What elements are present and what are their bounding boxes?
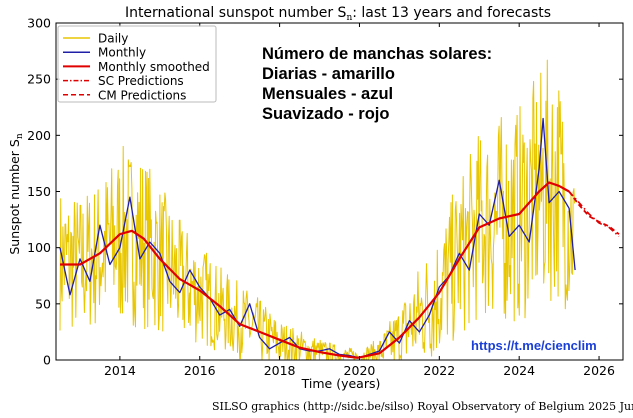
legend-label: Daily [98, 32, 128, 46]
y-tick-label: 200 [27, 128, 51, 143]
legend-label: Monthly [98, 46, 146, 60]
link-label: https://t.me/cienclim [471, 338, 597, 353]
x-tick-label: 2026 [583, 363, 615, 378]
legend-box [57, 25, 217, 103]
x-tick-label: 2018 [264, 363, 296, 378]
x-tick-label: 2020 [344, 363, 376, 378]
y-tick-label: 100 [27, 240, 51, 255]
x-tick-label: 2024 [503, 363, 535, 378]
y-tick-label: 250 [27, 72, 51, 87]
y-tick-label: 150 [27, 184, 51, 199]
x-tick-label: 2022 [423, 363, 455, 378]
x-axis-label: Time (years) [301, 376, 381, 391]
annotation-line: Suavizado - rojo [262, 105, 389, 123]
legend-label: CM Predictions [98, 88, 186, 102]
y-tick-label: 50 [35, 296, 51, 311]
daily-series-line [59, 59, 576, 360]
y-tick-label: 0 [43, 353, 51, 368]
chart-title: International sunspot number Sn: last 13… [125, 5, 551, 23]
x-tick-label: 2016 [184, 363, 216, 378]
cm-prediction-line [568, 190, 620, 235]
annotation-line: Mensuales - azul [262, 85, 393, 103]
annotation-line: Número de manchas solares: [262, 45, 492, 63]
y-tick-label: 300 [27, 16, 51, 31]
y-axis-label: Sunspot number Sn [7, 133, 25, 254]
footer-credit: SILSO graphics (http://sidc.be/silso) Ro… [212, 400, 633, 413]
annotation-line: Diarias - amarillo [262, 65, 395, 83]
x-tick-label: 2014 [104, 363, 136, 378]
smoothed-series-line [60, 181, 570, 359]
legend-label: SC Predictions [98, 74, 184, 88]
sc-prediction-line [568, 190, 620, 237]
legend-label: Monthly smoothed [98, 60, 210, 74]
svg-text:Sunspot number Sn: Sunspot number Sn [7, 133, 25, 254]
